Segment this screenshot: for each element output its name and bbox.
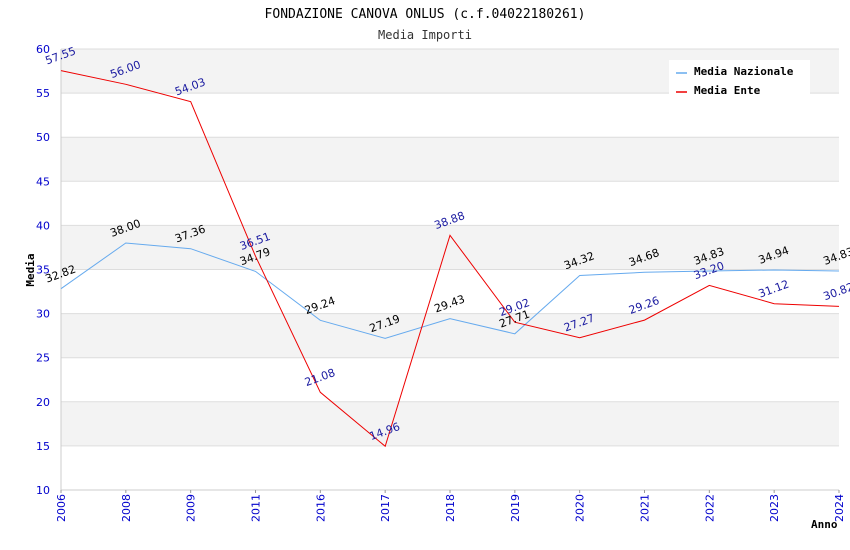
x-tick-label: 2006 (55, 494, 68, 522)
series-line-media-ente (60, 70, 840, 448)
data-label-ente: 30.82 (822, 280, 850, 303)
data-label-ente: 21.08 (303, 366, 337, 389)
x-tick-label: 2011 (250, 494, 263, 522)
x-tick-label: 2018 (444, 494, 457, 522)
x-tick-label: 2024 (833, 494, 846, 522)
legend: Media Nazionale Media Ente (669, 60, 810, 97)
series-lines (60, 70, 840, 448)
chart-title: FONDAZIONE CANOVA ONLUS (c.f.04022180261… (265, 7, 586, 22)
y-tick-label: 30 (36, 308, 50, 321)
y-tick-label: 25 (36, 352, 50, 365)
chart-subtitle: Media Importi (378, 28, 472, 42)
y-axis-label: Media (24, 253, 37, 286)
x-axis-label: Anno (811, 518, 838, 531)
plot-band (61, 313, 839, 358)
y-tick-label: 20 (36, 396, 50, 409)
x-tick-label: 2023 (768, 494, 781, 522)
y-tick-label: 45 (36, 175, 50, 188)
y-tick-label: 55 (36, 87, 50, 100)
plot-bands (61, 49, 839, 446)
data-label-nazionale: 29.43 (433, 292, 467, 315)
x-tick-label: 2017 (379, 494, 392, 522)
x-tick-label: 2022 (703, 494, 716, 522)
plot-band (61, 401, 839, 446)
y-axis-ticks: 10 15 20 25 30 35 40 45 50 55 60 (36, 43, 50, 497)
x-tick-label: 2009 (185, 494, 198, 522)
x-tick-label: 2020 (574, 494, 587, 522)
series-line-media-nazionale (60, 242, 840, 339)
x-tick-label: 2008 (120, 494, 133, 522)
x-axis-ticks: 2006 2008 2009 2011 2016 2017 2018 2019 2020 2021… (55, 490, 846, 522)
y-tick-label: 10 (36, 484, 50, 497)
plot-band (61, 137, 839, 182)
y-tick-label: 35 (36, 264, 50, 277)
y-tick-label: 40 (36, 219, 50, 232)
x-tick-label: 2019 (509, 494, 522, 522)
x-tick-label: 2016 (314, 494, 327, 522)
plot-band (61, 225, 839, 270)
y-tick-label: 50 (36, 131, 50, 144)
legend-box (669, 60, 810, 96)
legend-label-media-ente: Media Ente (694, 84, 761, 97)
data-label-ente: 31.12 (757, 278, 791, 301)
legend-label-media-nazionale: Media Nazionale (694, 65, 794, 78)
x-tick-label: 2021 (639, 494, 652, 522)
gridlines (61, 48, 839, 491)
y-tick-label: 15 (36, 440, 50, 453)
y-tick-label: 60 (36, 43, 50, 56)
